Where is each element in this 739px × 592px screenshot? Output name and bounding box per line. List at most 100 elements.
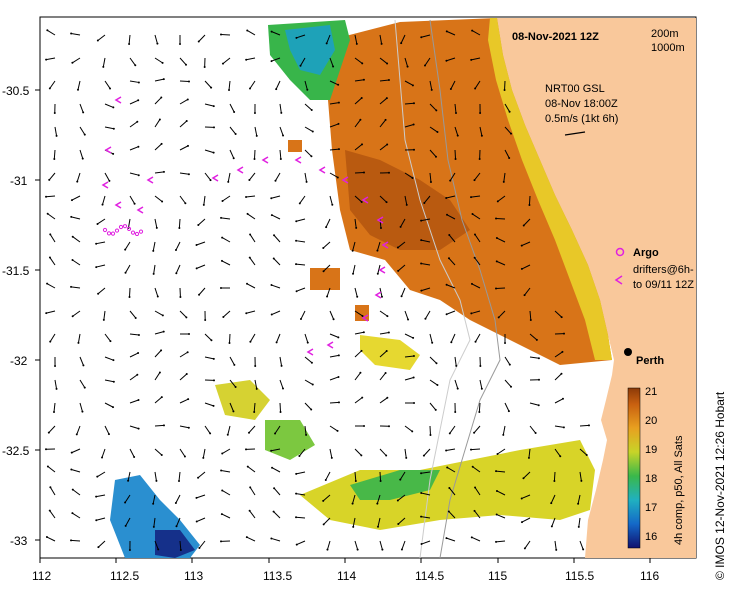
current-arrow <box>296 240 306 243</box>
sst-hot-core <box>345 150 470 250</box>
y-axis-labels: -30.5 -31 -31.5 -32 -32.5 -33 <box>2 84 30 548</box>
current-arrowhead <box>471 29 474 32</box>
current-arrowhead <box>54 364 57 367</box>
current-arrowhead <box>479 364 482 367</box>
current-arrowhead <box>186 98 189 101</box>
current-arrowhead <box>311 130 314 133</box>
current-arrowhead <box>204 318 207 321</box>
current-arrowhead <box>48 509 51 512</box>
colorbar-tick: 16 <box>645 531 657 543</box>
current-arrow <box>323 264 331 272</box>
current-arrow <box>273 258 281 266</box>
current-arrowhead <box>112 127 115 130</box>
current-arrowhead <box>420 239 423 242</box>
current-arrow <box>325 471 331 481</box>
current-arrowhead <box>435 109 438 112</box>
drifter-chevron <box>341 176 349 184</box>
current-arrow <box>221 237 231 243</box>
drifter-chevron <box>114 201 122 209</box>
current-arrow <box>49 333 56 342</box>
current-arrowhead <box>325 226 328 229</box>
current-arrowhead <box>198 293 201 296</box>
current-arrowhead <box>295 516 298 519</box>
current-arrowhead <box>380 295 383 298</box>
current-arrow <box>471 310 481 314</box>
current-arrowhead <box>70 215 73 218</box>
current-arrowhead <box>174 249 177 252</box>
current-arrowhead <box>53 157 56 160</box>
current-arrow <box>454 103 457 114</box>
current-arrowhead <box>45 536 48 539</box>
current-arrow <box>228 333 231 344</box>
current-arrow <box>354 310 363 317</box>
current-arrow <box>354 287 358 297</box>
current-arrowhead <box>420 472 423 475</box>
current-arrow <box>279 379 284 389</box>
current-arrowhead <box>311 383 314 386</box>
current-arrowhead <box>152 525 155 528</box>
current-arrowhead <box>447 257 450 260</box>
current-arrow <box>279 126 284 136</box>
current-arrow <box>474 510 481 519</box>
current-arrow <box>429 356 437 364</box>
current-arrow <box>204 425 211 434</box>
colorbar-label: 4h comp, p50, All Sats <box>673 435 685 545</box>
current-arrow <box>203 195 206 205</box>
x-tick: 114.5 <box>415 569 444 583</box>
current-arrowhead <box>248 87 251 90</box>
sst-southwest-dark <box>155 530 195 558</box>
current-arrowhead <box>429 433 432 436</box>
current-arrowhead <box>332 318 335 321</box>
current-arrowhead <box>221 199 224 202</box>
current-arrow <box>397 494 406 501</box>
axis-ticks <box>35 89 651 563</box>
current-arrowhead <box>46 465 49 468</box>
current-arrowhead <box>550 525 553 528</box>
current-arrowhead <box>212 404 215 407</box>
current-arrowhead <box>420 491 423 494</box>
current-arrow <box>472 213 481 220</box>
current-arrowhead <box>385 97 388 100</box>
current-arrowhead <box>470 58 473 61</box>
x-axis-labels: 112 112.5 113 113.5 114 114.5 115 115.5 … <box>32 569 659 583</box>
current-arrow <box>579 424 590 427</box>
current-arrow <box>175 264 181 274</box>
current-arrow <box>154 350 162 358</box>
current-arrow <box>495 540 506 543</box>
current-arrowhead <box>474 486 477 489</box>
current-arrowhead <box>275 88 278 91</box>
current-arrow <box>404 377 414 381</box>
current-arrow <box>379 97 388 105</box>
current-arrowhead <box>456 387 459 390</box>
current-arrowhead <box>555 548 558 551</box>
current-arrow <box>249 234 256 243</box>
current-arrowhead <box>248 256 251 259</box>
current-arrowhead <box>187 426 190 429</box>
current-arrowhead <box>337 101 340 104</box>
current-arrowhead <box>212 151 215 154</box>
current-arrow <box>496 237 506 243</box>
current-arrow <box>273 234 281 243</box>
current-arrow <box>46 283 56 289</box>
current-arrow <box>471 57 481 61</box>
current-arrow <box>354 331 364 335</box>
current-arrow <box>179 80 190 83</box>
current-arrow <box>449 172 456 181</box>
current-arrow <box>154 331 164 335</box>
current-arrow <box>271 448 281 452</box>
current-arrow <box>446 57 456 62</box>
current-arrowhead <box>160 349 163 352</box>
current-arrowhead <box>495 260 498 263</box>
current-arrow <box>72 259 81 266</box>
current-arrowhead <box>362 78 365 81</box>
current-arrowhead <box>337 148 340 151</box>
current-arrow <box>448 257 456 266</box>
current-arrowhead <box>178 226 181 229</box>
current-arrow <box>197 218 206 226</box>
current-arrowhead <box>387 331 390 334</box>
current-arrowhead <box>112 359 115 362</box>
current-arrow <box>376 494 381 504</box>
drifter-chevron <box>146 176 154 184</box>
current-arrowhead <box>112 406 115 409</box>
current-arrow <box>204 402 214 407</box>
